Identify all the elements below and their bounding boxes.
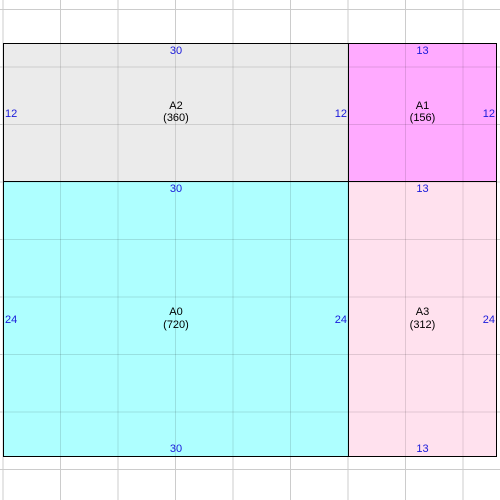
region-a3-bottom-width: 13 — [416, 443, 429, 455]
region-a0-right-height: 24 — [334, 314, 347, 326]
region-a0-name: A0 — [169, 306, 183, 318]
region-a1: 13 12 A1 (156) — [348, 43, 497, 182]
region-a1-top-width: 13 — [416, 45, 429, 57]
region-a0: 30 24 24 A0 (720) 30 — [3, 181, 349, 457]
region-a2-top-width: 30 — [169, 45, 183, 57]
region-a2-right-height: 12 — [334, 108, 347, 120]
region-a3-area: (312) — [409, 319, 436, 331]
region-a3-top-width: 13 — [416, 183, 429, 195]
region-a3-right-height: 24 — [482, 314, 495, 326]
region-a2-left-height: 12 — [5, 108, 18, 120]
region-a2: 30 12 12 A2 (360) — [3, 43, 349, 182]
region-a1-right-height: 12 — [482, 108, 495, 120]
region-a2-area: (360) — [163, 112, 189, 124]
region-a1-name: A1 — [415, 100, 430, 112]
region-a2-name: A2 — [169, 100, 183, 112]
region-a1-area: (156) — [409, 112, 436, 124]
region-a0-left-height: 24 — [5, 314, 18, 326]
region-a0-area: (720) — [163, 319, 189, 331]
region-a3-name: A3 — [415, 306, 430, 318]
region-a0-bottom-width: 30 — [169, 443, 183, 455]
region-a0-top-width: 30 — [169, 183, 183, 195]
region-a3: 13 24 A3 (312) 13 — [348, 181, 497, 457]
